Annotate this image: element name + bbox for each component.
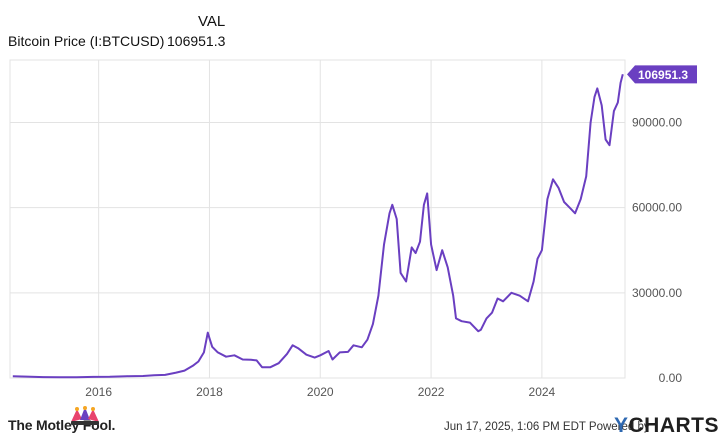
legend-series-name[interactable]: Bitcoin Price (I:BTCUSD) — [8, 33, 165, 49]
footer: The Motley Fool. Jun 17, 2025, 1:06 PM E… — [0, 405, 720, 441]
x-axis: 2016 2018 2020 2022 2024 — [85, 385, 555, 399]
x-tick-label: 2024 — [529, 385, 556, 399]
legend-header: VAL — [198, 13, 226, 30]
last-value-label: 106951.3 — [627, 65, 697, 84]
x-tick-label: 2018 — [196, 385, 223, 399]
x-tick-label: 2016 — [85, 385, 112, 399]
plot-area — [10, 60, 625, 378]
x-tick-label: 2022 — [418, 385, 445, 399]
last-value-label-text: 106951.3 — [638, 68, 688, 82]
last-value-label-shape — [627, 65, 697, 84]
y-tick-label: 0.00 — [659, 371, 683, 385]
y-tick-label: 30000.00 — [632, 286, 682, 300]
chart-legend: VAL Bitcoin Price (I:BTCUSD) 106951.3 — [0, 0, 720, 56]
series-line-btcusd[interactable] — [12, 74, 624, 379]
y-tick-label: 90000.00 — [632, 115, 682, 129]
ycharts-logo-y: Y — [614, 414, 629, 437]
ycharts-logo[interactable]: YCHARTS — [614, 414, 719, 438]
jester-hat-icon — [71, 406, 99, 425]
ycharts-logo-text: CHARTS — [628, 414, 720, 437]
grid-lines — [9, 59, 626, 379]
timestamp: Jun 17, 2025, 1:06 PM EDT Powered by — [444, 421, 650, 433]
x-tick-label: 2020 — [307, 385, 334, 399]
legend-series-value: 106951.3 — [167, 33, 226, 49]
y-axis: 0.00 30000.00 60000.00 90000.00 — [632, 115, 682, 385]
price-chart[interactable]: 2016 2018 2020 2022 2024 0.00 30000.00 60000.0… — [0, 0, 720, 400]
y-tick-label: 60000.00 — [632, 201, 682, 215]
